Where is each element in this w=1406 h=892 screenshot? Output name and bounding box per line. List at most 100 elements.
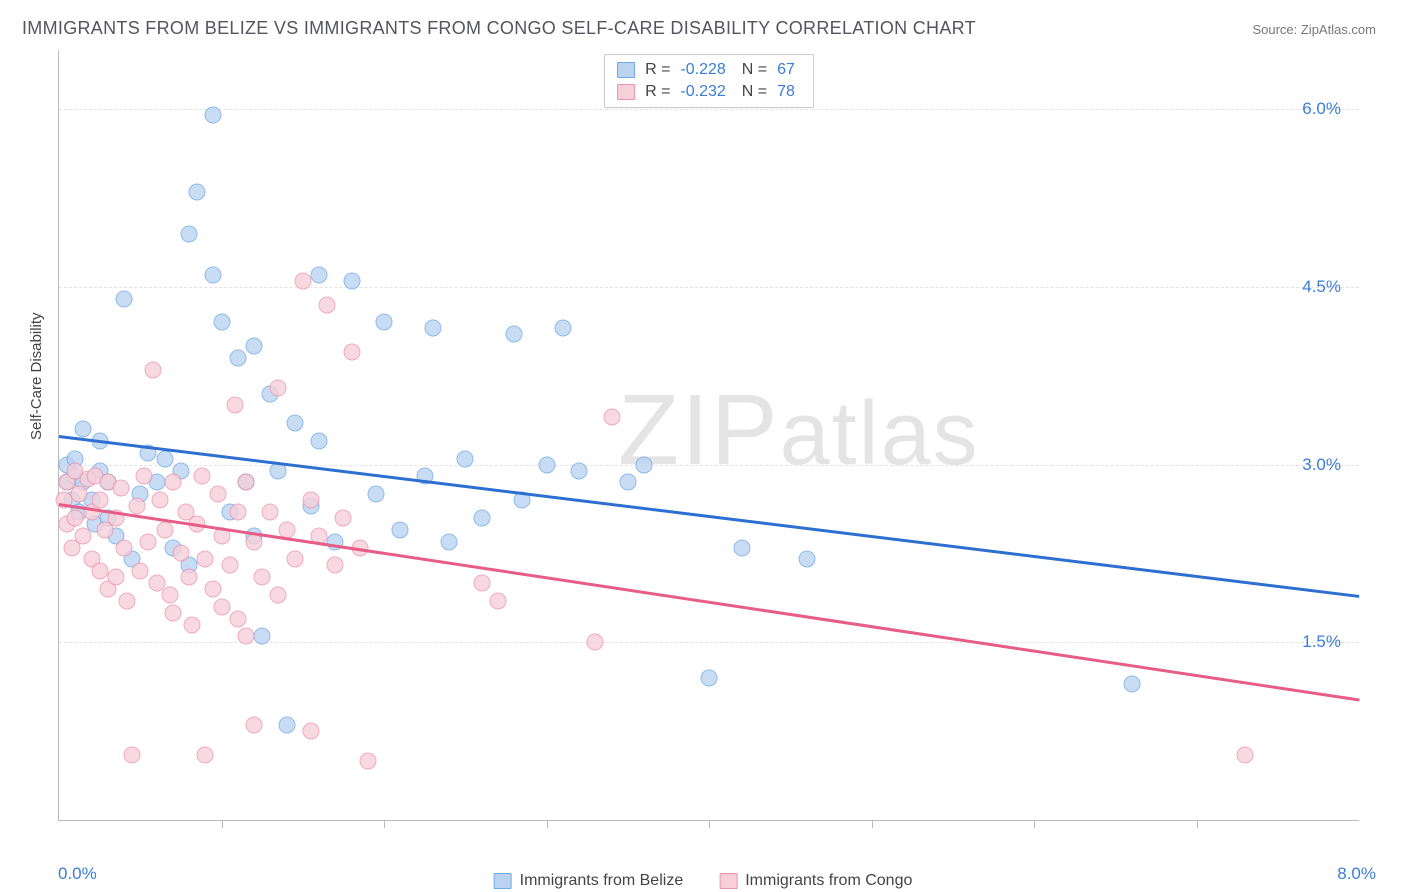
data-point [619,474,636,491]
data-point [506,326,523,343]
gridline [59,287,1359,288]
data-point [603,409,620,426]
legend-row: R =-0.228N =67 [617,59,801,81]
data-point [67,509,84,526]
series-legend: Immigrants from Belize Immigrants from Co… [494,872,913,890]
series-name: Immigrants from Congo [745,872,912,890]
data-point [424,320,441,337]
data-point [229,610,246,627]
data-point [343,344,360,361]
data-point [254,628,271,645]
data-point [473,509,490,526]
legend-swatch [494,873,512,889]
data-point [156,450,173,467]
legend-r-value: -0.232 [680,83,725,101]
x-tick [222,820,223,828]
data-point [107,569,124,586]
data-point [237,474,254,491]
data-point [538,456,555,473]
x-tick [384,820,385,828]
data-point [151,492,168,509]
data-point [457,450,474,467]
data-point [286,415,303,432]
data-point [112,480,129,497]
legend-n-value: 67 [777,61,795,79]
data-point [124,746,141,763]
data-point [294,273,311,290]
data-point [145,361,162,378]
data-point [286,551,303,568]
data-point [172,545,189,562]
y-tick-label: 1.5% [1302,632,1341,652]
y-tick-label: 3.0% [1302,455,1341,475]
data-point [636,456,653,473]
legend-n-value: 78 [777,83,795,101]
x-tick [1197,820,1198,828]
data-point [156,521,173,538]
data-point [181,225,198,242]
legend-n-label: N = [742,61,767,79]
data-point [164,474,181,491]
gridline [59,109,1359,110]
data-point [161,586,178,603]
data-point [226,397,243,414]
legend-r-value: -0.228 [680,61,725,79]
source-value: ZipAtlas.com [1301,22,1376,37]
source-label: Source: [1252,22,1300,37]
data-point [213,598,230,615]
data-point [70,486,87,503]
data-point [229,350,246,367]
legend-row: R =-0.232N =78 [617,81,801,103]
data-point [246,717,263,734]
data-point [140,533,157,550]
data-point [237,628,254,645]
x-tick [709,820,710,828]
data-point [221,557,238,574]
data-point [184,616,201,633]
legend-r-label: R = [645,83,670,101]
data-point [392,521,409,538]
data-point [270,379,287,396]
data-point [213,314,230,331]
data-point [75,527,92,544]
data-point [91,492,108,509]
data-point [210,486,227,503]
data-point [246,338,263,355]
data-point [733,539,750,556]
data-point [473,575,490,592]
gridline [59,642,1359,643]
data-point [91,563,108,580]
data-point [164,604,181,621]
data-point [116,539,133,556]
series-legend-item: Immigrants from Congo [719,872,912,890]
data-point [270,586,287,603]
correlation-legend: R =-0.228N =67R =-0.232N =78 [604,54,814,108]
data-point [441,533,458,550]
series-legend-item: Immigrants from Belize [494,872,684,890]
data-point [701,669,718,686]
data-point [229,504,246,521]
x-axis-min-label: 0.0% [58,864,97,884]
data-point [571,462,588,479]
data-point [278,717,295,734]
x-tick [1034,820,1035,828]
data-point [798,551,815,568]
gridline [59,465,1359,466]
x-tick [547,820,548,828]
y-tick-label: 4.5% [1302,277,1341,297]
data-point [311,267,328,284]
chart-title: IMMIGRANTS FROM BELIZE VS IMMIGRANTS FRO… [22,18,976,39]
legend-swatch [719,873,737,889]
data-point [132,563,149,580]
y-axis-label: Self-Care Disability [28,312,45,440]
data-point [311,432,328,449]
data-point [205,267,222,284]
data-point [254,569,271,586]
data-point [75,421,92,438]
data-point [194,468,211,485]
data-point [587,634,604,651]
data-point [197,551,214,568]
data-point [116,290,133,307]
data-point [319,296,336,313]
data-point [189,184,206,201]
